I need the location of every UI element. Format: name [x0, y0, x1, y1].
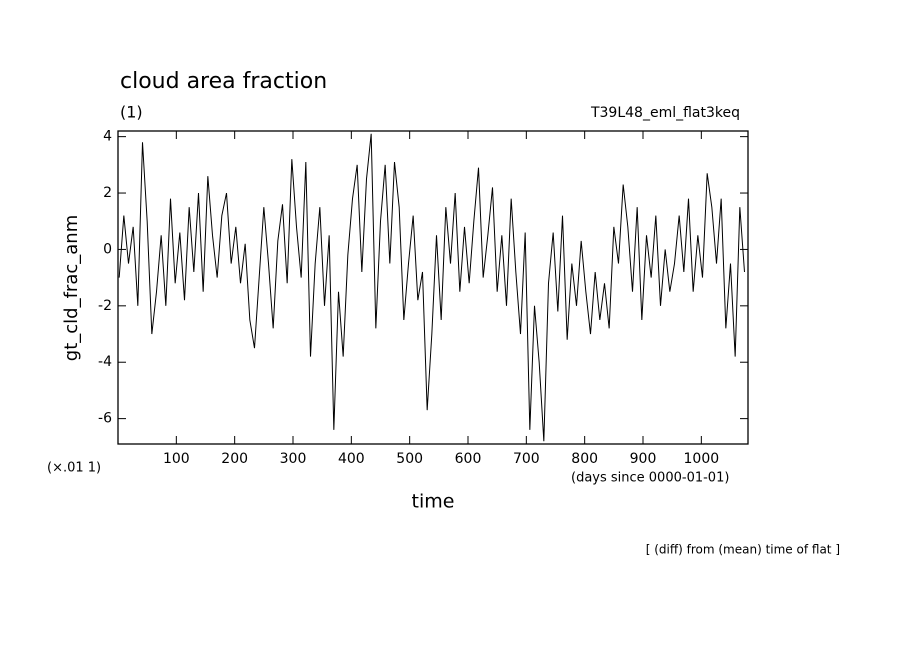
x-tick-label: 200 — [221, 451, 248, 467]
x-tick-label: 500 — [396, 451, 423, 467]
x-unit: (days since 0000-01-01) — [571, 471, 729, 486]
x-tick-label: 100 — [163, 451, 190, 467]
x-tick-label: 600 — [455, 451, 482, 467]
x-tick-label: 700 — [513, 451, 540, 467]
y-axis-label: gt_cld_frac_anm — [61, 215, 82, 361]
x-tick-label: 300 — [280, 451, 307, 467]
y-tick-label: -6 — [98, 411, 112, 427]
y-tick-label: 4 — [103, 129, 112, 145]
data-line — [118, 133, 745, 442]
y-tick-label: 0 — [103, 241, 112, 257]
x-axis-label: time — [412, 491, 455, 513]
x-tick-label: 900 — [630, 451, 657, 467]
x-tick-label: 800 — [571, 451, 598, 467]
x-tick-label: 1000 — [684, 451, 720, 467]
plot-frame — [117, 130, 749, 445]
y-tick-label: 2 — [103, 185, 112, 201]
experiment: T39L48_eml_flat3keq — [590, 105, 740, 121]
y-tick-label: -4 — [98, 354, 112, 370]
x-tick-label: 400 — [338, 451, 365, 467]
y-scale-label: (×.01 1) — [47, 461, 101, 476]
unit-label: (1) — [120, 103, 143, 122]
chart-title: cloud area fraction — [120, 69, 327, 94]
note: [ (diff) from (mean) time of flat ] — [646, 543, 840, 557]
y-tick-label: -2 — [98, 298, 112, 314]
